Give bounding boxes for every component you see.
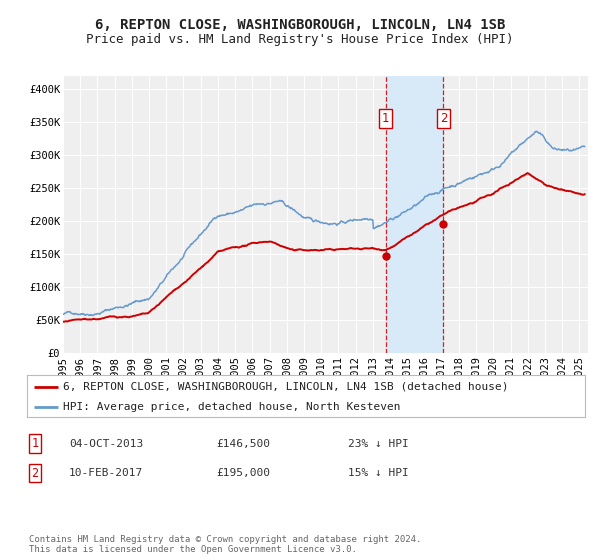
Text: £195,000: £195,000 (216, 468, 270, 478)
Text: 23% ↓ HPI: 23% ↓ HPI (348, 438, 409, 449)
Text: 15% ↓ HPI: 15% ↓ HPI (348, 468, 409, 478)
Text: 2: 2 (440, 112, 447, 125)
Text: 1: 1 (382, 112, 389, 125)
Text: Price paid vs. HM Land Registry's House Price Index (HPI): Price paid vs. HM Land Registry's House … (86, 32, 514, 46)
Text: 04-OCT-2013: 04-OCT-2013 (69, 438, 143, 449)
Text: 10-FEB-2017: 10-FEB-2017 (69, 468, 143, 478)
Text: Contains HM Land Registry data © Crown copyright and database right 2024.
This d: Contains HM Land Registry data © Crown c… (29, 535, 421, 554)
Bar (386, 76, 443, 353)
Text: 2: 2 (31, 466, 38, 480)
Text: HPI: Average price, detached house, North Kesteven: HPI: Average price, detached house, Nort… (63, 402, 401, 412)
Text: 6, REPTON CLOSE, WASHINGBOROUGH, LINCOLN, LN4 1SB: 6, REPTON CLOSE, WASHINGBOROUGH, LINCOLN… (95, 18, 505, 32)
Text: 6, REPTON CLOSE, WASHINGBOROUGH, LINCOLN, LN4 1SB (detached house): 6, REPTON CLOSE, WASHINGBOROUGH, LINCOLN… (63, 381, 509, 391)
Text: £146,500: £146,500 (216, 438, 270, 449)
Text: 1: 1 (31, 437, 38, 450)
